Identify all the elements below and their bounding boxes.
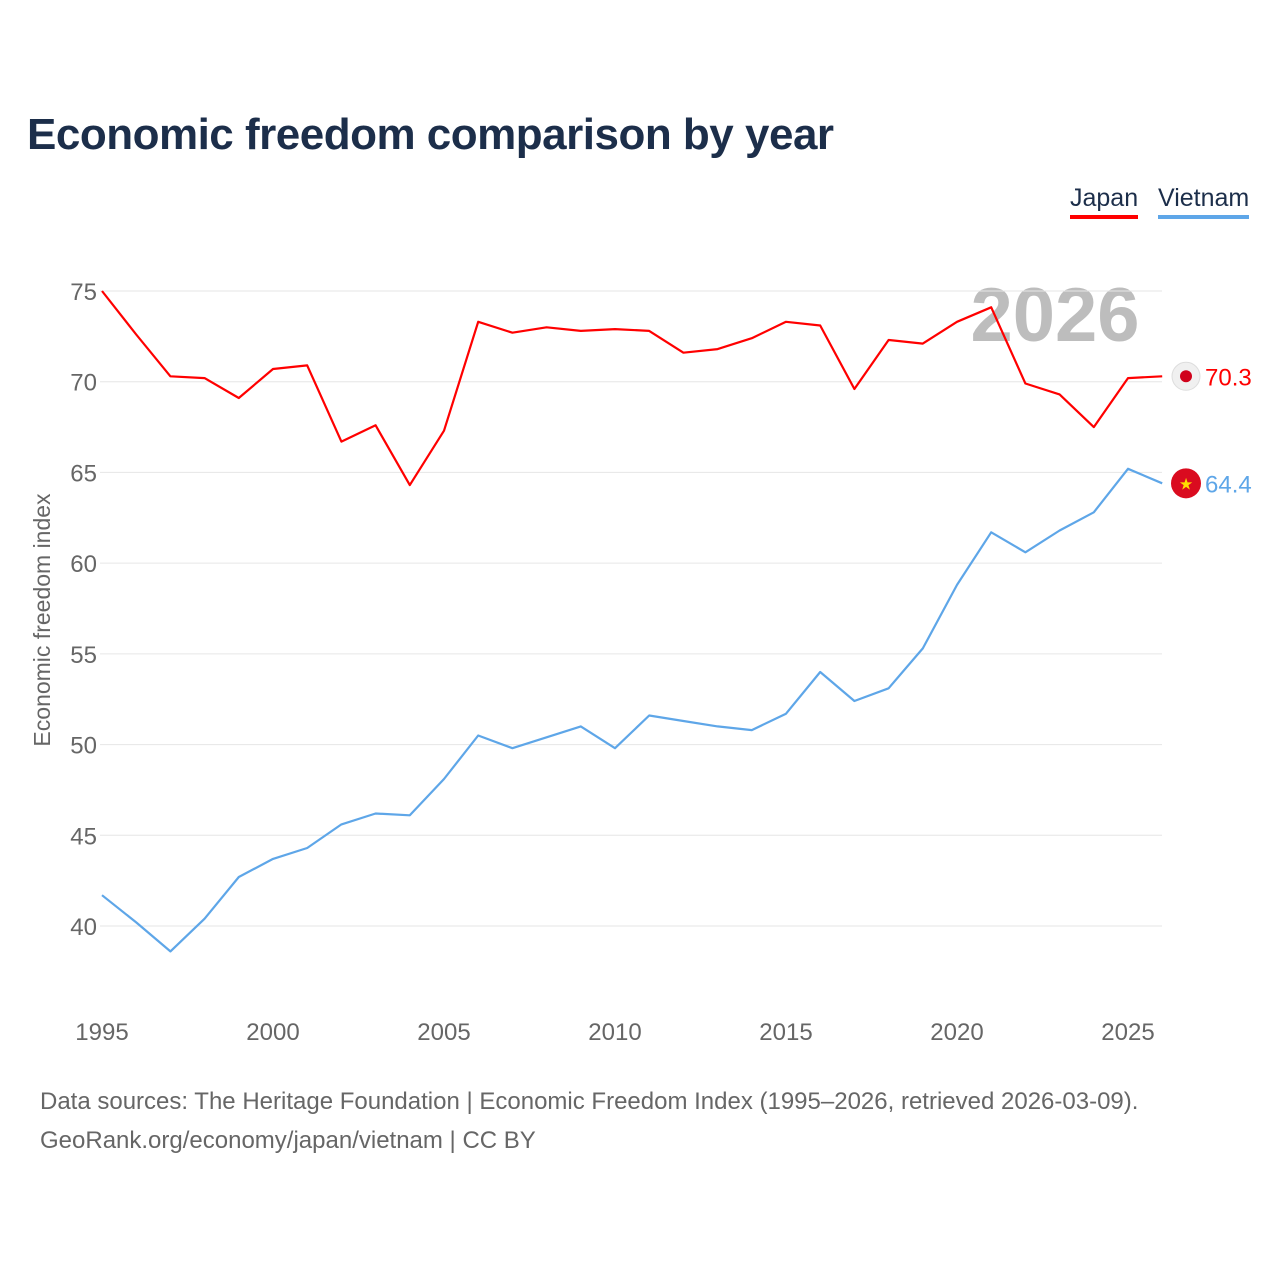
series-line-vietnam xyxy=(101,467,1163,953)
y-tick-label: 40 xyxy=(70,914,97,941)
japan-flag-dot xyxy=(1180,370,1192,383)
chart-title: Economic freedom comparison by year xyxy=(27,110,834,159)
y-tick-label: 75 xyxy=(70,279,97,306)
x-tick-label: 2025 xyxy=(1101,1019,1154,1046)
source-line-2: GeoRank.org/economy/japan/vietnam | CC B… xyxy=(40,1127,536,1154)
vietnam-flag-star: ★ xyxy=(1179,476,1193,493)
y-axis-label: Economic freedom index xyxy=(29,493,55,747)
x-tick-label: 2020 xyxy=(930,1019,983,1046)
end-label-vietnam: 64.4 xyxy=(1205,471,1252,498)
legend-japan[interactable]: Japan xyxy=(1070,184,1139,219)
x-tick-label: 2005 xyxy=(417,1019,470,1046)
vietnam-flag-icon xyxy=(1171,468,1201,499)
end-label-japan: 70.3 xyxy=(1205,364,1252,391)
y-tick-label: 55 xyxy=(70,642,97,669)
x-tick-label: 2000 xyxy=(246,1019,299,1046)
year-watermark: 2026 xyxy=(970,273,1139,358)
y-tick-label: 60 xyxy=(70,551,97,578)
y-tick-label: 65 xyxy=(70,460,97,487)
y-tick-label: 45 xyxy=(70,823,97,850)
source-line-1: Data sources: The Heritage Foundation | … xyxy=(40,1088,1139,1115)
x-tick-label: 1995 xyxy=(75,1019,128,1046)
legend-vietnam[interactable]: Vietnam xyxy=(1158,184,1250,219)
series-line-japan xyxy=(101,290,1163,487)
x-tick-label: 2015 xyxy=(759,1019,812,1046)
y-tick-label: 50 xyxy=(70,733,97,760)
x-tick-label: 2010 xyxy=(588,1019,641,1046)
y-tick-label: 70 xyxy=(70,370,97,397)
